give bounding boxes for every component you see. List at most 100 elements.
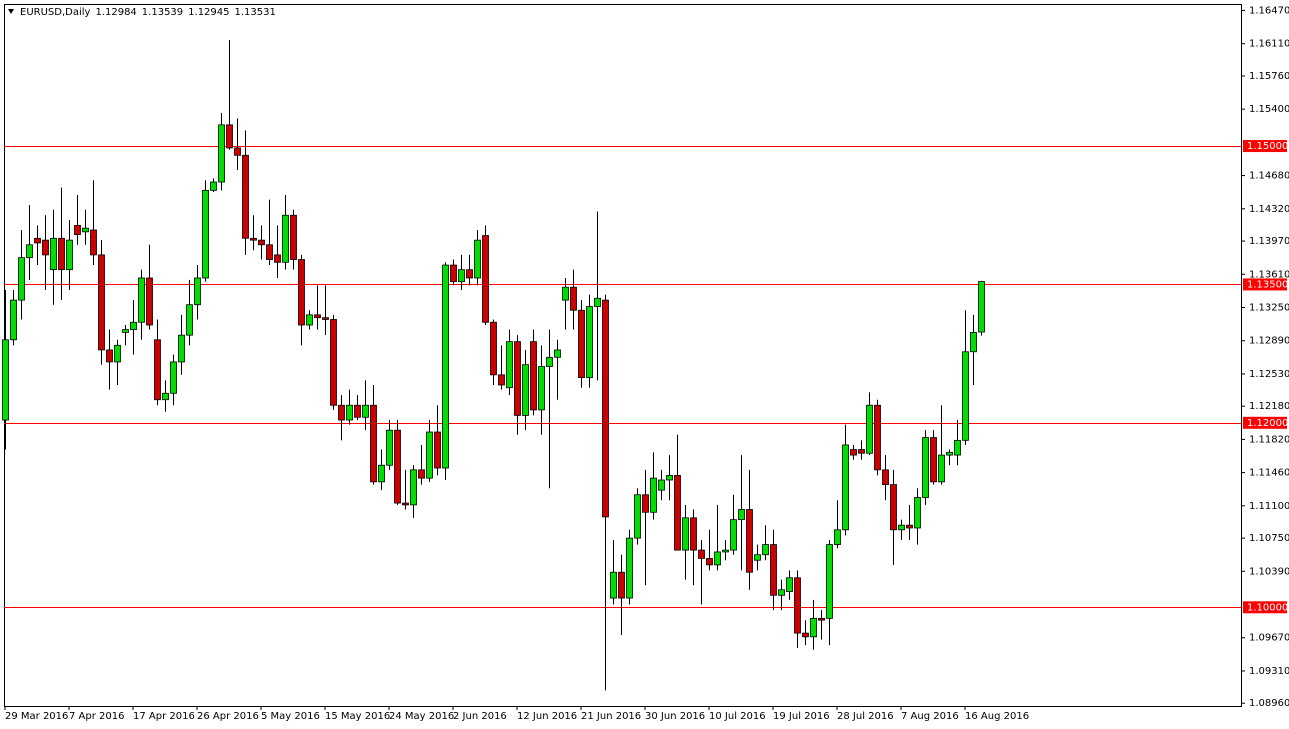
candle-body: [266, 244, 273, 260]
ohlc-value: 1.13539: [142, 7, 183, 18]
candle-body: [474, 239, 481, 279]
candle-body: [74, 224, 81, 236]
candle-body: [674, 474, 681, 551]
candle-body: [914, 497, 921, 529]
candle-body: [970, 331, 977, 353]
level-label-box: [1243, 416, 1287, 429]
candle-body: [826, 544, 833, 619]
candle-body: [946, 451, 953, 456]
x-tick-label: 29 Mar 2016: [5, 711, 68, 722]
candle-body: [226, 124, 233, 149]
candle-body: [50, 237, 57, 271]
candle-body: [458, 269, 465, 283]
candle-body: [730, 519, 737, 551]
candle-body: [754, 554, 761, 561]
y-tick-label: 1.11820: [1249, 434, 1289, 445]
candle-body: [66, 239, 73, 271]
y-tick-label: 1.16470: [1249, 5, 1289, 16]
y-tick-label: 1.12180: [1249, 401, 1289, 412]
candle-body: [642, 494, 649, 513]
candle-body: [650, 477, 657, 513]
candle-body: [762, 544, 769, 556]
y-tick-label: 1.13250: [1249, 302, 1289, 313]
y-tick-label: 1.13610: [1249, 269, 1289, 280]
candle-body: [938, 454, 945, 483]
x-tick-label: 19 Jul 2016: [773, 711, 830, 722]
candle-body: [770, 544, 777, 596]
candle-body: [850, 449, 857, 456]
candle-body: [634, 494, 641, 539]
candle-body: [282, 214, 289, 263]
candle-body: [954, 439, 961, 456]
candle-body: [562, 286, 569, 301]
x-tick-label: 16 Aug 2016: [965, 711, 1029, 722]
candle-body: [202, 189, 209, 279]
candle-body: [178, 334, 185, 363]
candle-body: [778, 589, 785, 596]
menu-triangle[interactable]: [8, 9, 14, 14]
level-label: 1.15000: [1247, 141, 1288, 152]
candle-body: [746, 509, 753, 573]
candle-body: [322, 317, 329, 320]
candle-body: [338, 404, 345, 421]
candle-body: [714, 551, 721, 566]
level-label: 1.10000: [1247, 602, 1288, 613]
candle-body: [98, 254, 105, 351]
ohlc-value: 1.13531: [235, 7, 276, 18]
candle-body: [314, 314, 321, 319]
x-tick-label: 2 Jun 2016: [453, 711, 507, 722]
candle-body: [450, 264, 457, 283]
level-label-box: [1243, 601, 1287, 614]
candle-body: [666, 474, 673, 481]
candle-body: [82, 227, 89, 233]
candle-body: [250, 237, 257, 241]
candle-body: [378, 464, 385, 483]
candle-body: [626, 537, 633, 599]
candle-body: [162, 392, 169, 401]
candle-body: [554, 349, 561, 358]
candle-body: [810, 617, 817, 638]
candle-body: [386, 429, 393, 466]
candle-body: [682, 517, 689, 551]
candle-body: [570, 286, 577, 311]
candle-body: [962, 351, 969, 441]
candle-body: [482, 235, 489, 323]
candle-body: [434, 431, 441, 469]
chart-header: EURUSD,Daily 1.12984 1.13539 1.12945 1.13531: [20, 7, 276, 18]
candle-body: [346, 404, 353, 421]
y-tick-label: 1.08960: [1249, 698, 1289, 709]
candle-body: [706, 558, 713, 566]
candle-body: [802, 632, 809, 638]
candle-body: [130, 321, 137, 331]
candle-body: [978, 281, 985, 333]
candle-body: [234, 147, 241, 156]
candle-body: [42, 239, 49, 256]
x-tick-label: 26 Apr 2016: [197, 711, 259, 722]
candle-body: [514, 341, 521, 416]
candle-body: [690, 517, 697, 551]
x-tick-label: 7 Aug 2016: [901, 711, 959, 722]
candle-body: [426, 431, 433, 479]
ohlc-value: 1.12984: [95, 7, 136, 18]
candle-body: [170, 361, 177, 394]
candle-body: [90, 229, 97, 256]
candle-body: [602, 299, 609, 518]
x-tick-label: 10 Jul 2016: [709, 711, 766, 722]
candle-body: [58, 237, 65, 271]
candle-body: [610, 571, 617, 599]
y-tick-label: 1.14320: [1249, 204, 1289, 215]
y-tick-label: 1.10390: [1249, 566, 1289, 577]
candle-body: [306, 314, 313, 326]
y-tick-label: 1.09670: [1249, 633, 1289, 644]
candle-body: [26, 244, 33, 259]
candle-body: [218, 124, 225, 183]
candle-body: [402, 502, 409, 506]
candle-body: [930, 437, 937, 483]
x-tick-label: 7 Apr 2016: [69, 711, 124, 722]
candle-body: [194, 277, 201, 306]
candle-body: [106, 349, 113, 363]
candle-body: [330, 319, 337, 406]
y-tick-label: 1.14680: [1249, 171, 1289, 182]
